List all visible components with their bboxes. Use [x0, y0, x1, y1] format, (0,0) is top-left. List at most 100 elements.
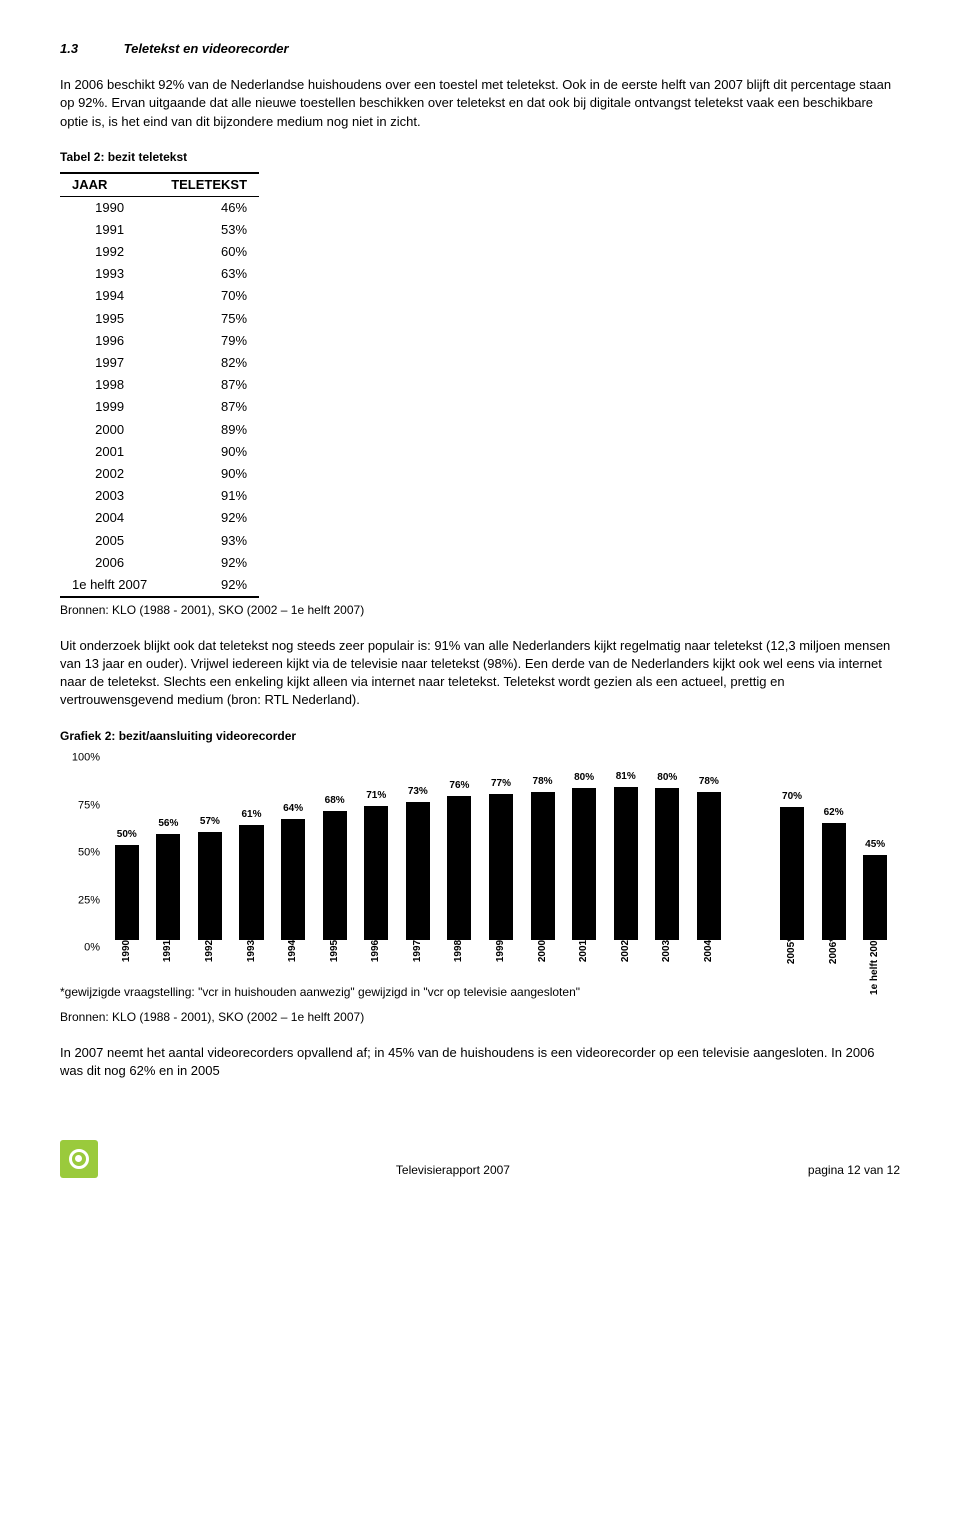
- x-label: 1997: [397, 940, 439, 970]
- cell-value: 91%: [159, 485, 259, 507]
- x-label: 1992: [189, 940, 231, 970]
- cell-year: 2000: [60, 419, 159, 441]
- cell-value: 82%: [159, 352, 259, 374]
- cell-value: 90%: [159, 463, 259, 485]
- x-label: 1999: [480, 940, 522, 970]
- cell-year: 2003: [60, 485, 159, 507]
- cell-year: 1991: [60, 219, 159, 241]
- x-label: 1998: [439, 940, 481, 970]
- bar-column: 56%: [148, 750, 190, 940]
- bar: [281, 819, 305, 941]
- bar-value-label: 68%: [325, 794, 345, 808]
- table-row: 1e helft 200792%: [60, 574, 259, 597]
- table-row: 200692%: [60, 552, 259, 574]
- bar: [655, 788, 679, 940]
- table-row: 199046%: [60, 196, 259, 219]
- x-label: 1996: [355, 940, 397, 970]
- paragraph-2: Uit onderzoek blijkt ook dat teletekst n…: [60, 637, 900, 710]
- table-row: 200593%: [60, 530, 259, 552]
- bar-value-label: 50%: [117, 828, 137, 842]
- table-row: 199575%: [60, 308, 259, 330]
- section-heading: 1.3 Teletekst en videorecorder: [60, 40, 900, 58]
- bar-value-label: 81%: [616, 770, 636, 784]
- cell-year: 1990: [60, 196, 159, 219]
- cell-year: 2005: [60, 530, 159, 552]
- bar: [822, 823, 846, 941]
- table-2-source: Bronnen: KLO (1988 - 2001), SKO (2002 – …: [60, 602, 900, 619]
- footer-right: pagina 12 van 12: [808, 1162, 900, 1179]
- cell-value: 89%: [159, 419, 259, 441]
- x-label: 2005*: [771, 940, 813, 970]
- cell-year: 2001: [60, 441, 159, 463]
- bar-column: 45%: [854, 750, 896, 940]
- bar: [364, 806, 388, 941]
- bar-column: 61%: [231, 750, 273, 940]
- spot-logo: [60, 1140, 98, 1178]
- bar-value-label: 62%: [824, 806, 844, 820]
- x-label: 2001: [563, 940, 605, 970]
- bar: [239, 825, 263, 941]
- bar-value-label: 78%: [533, 775, 553, 789]
- cell-value: 93%: [159, 530, 259, 552]
- bar-value-label: 80%: [657, 771, 677, 785]
- bar-column: 64%: [272, 750, 314, 940]
- section-number: 1.3: [60, 40, 120, 58]
- x-label: 1994: [272, 940, 314, 970]
- x-label: 2004: [688, 940, 730, 970]
- bar-value-label: 57%: [200, 815, 220, 829]
- bar-column: 68%: [314, 750, 356, 940]
- table-row: 200190%: [60, 441, 259, 463]
- footer-center: Televisierapport 2007: [98, 1162, 808, 1179]
- bar: [406, 802, 430, 941]
- table-2-head-teletekst: TELETEKST: [159, 173, 259, 197]
- y-tick: 50%: [60, 846, 106, 861]
- table-2-head-year: JAAR: [60, 173, 159, 197]
- cell-year: 2004: [60, 507, 159, 529]
- bar: [198, 832, 222, 940]
- bar-value-label: 56%: [158, 817, 178, 831]
- table-row: 199987%: [60, 396, 259, 418]
- cell-value: 60%: [159, 241, 259, 263]
- table-row: 199679%: [60, 330, 259, 352]
- cell-value: 53%: [159, 219, 259, 241]
- bar-value-label: 80%: [574, 771, 594, 785]
- bar: [780, 807, 804, 940]
- cell-year: 1999: [60, 396, 159, 418]
- table-row: 199153%: [60, 219, 259, 241]
- cell-value: 90%: [159, 441, 259, 463]
- cell-value: 92%: [159, 574, 259, 597]
- cell-value: 75%: [159, 308, 259, 330]
- bar-value-label: 76%: [449, 779, 469, 793]
- bar-value-label: 71%: [366, 789, 386, 803]
- chart-footnote-2: Bronnen: KLO (1988 - 2001), SKO (2002 – …: [60, 1009, 900, 1026]
- bar-column: 70%: [771, 750, 813, 940]
- bar-value-label: 73%: [408, 785, 428, 799]
- cell-year: 1e helft 2007: [60, 574, 159, 597]
- chart-caption: Grafiek 2: bezit/aansluiting videorecord…: [60, 728, 900, 745]
- bar-column: 62%: [813, 750, 855, 940]
- vcr-chart: 0% 25% 50% 75% 100% 50% 56% 57% 61%64% 68% 71% 73%…: [60, 750, 900, 970]
- cell-year: 1993: [60, 263, 159, 285]
- y-tick: 25%: [60, 893, 106, 908]
- cell-year: 1994: [60, 285, 159, 307]
- y-tick: 100%: [60, 751, 106, 766]
- y-tick: 0%: [60, 941, 106, 956]
- x-label: 1991: [148, 940, 190, 970]
- y-tick: 75%: [60, 798, 106, 813]
- bar-value-label: 77%: [491, 777, 511, 791]
- table-row: 199887%: [60, 374, 259, 396]
- bar: [614, 787, 638, 941]
- table-row: 199363%: [60, 263, 259, 285]
- bar: [489, 794, 513, 940]
- x-label: 1995: [314, 940, 356, 970]
- page-footer: Televisierapport 2007 pagina 12 van 12: [60, 1140, 900, 1178]
- x-label: 1990: [106, 940, 148, 970]
- bar: [697, 792, 721, 940]
- cell-year: 2002: [60, 463, 159, 485]
- section-title: Teletekst en videorecorder: [124, 41, 289, 56]
- bar-column: 73%: [397, 750, 439, 940]
- x-label: 2000: [522, 940, 564, 970]
- table-2: JAAR TELETEKST 199046%199153%199260%1993…: [60, 172, 259, 599]
- cell-value: 92%: [159, 552, 259, 574]
- table-2-caption: Tabel 2: bezit teletekst: [60, 149, 900, 166]
